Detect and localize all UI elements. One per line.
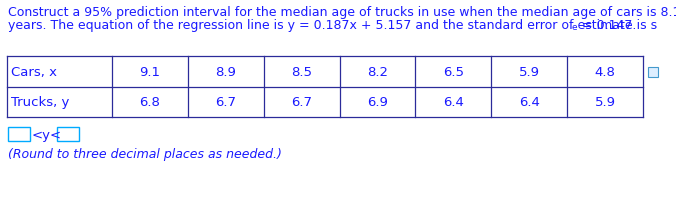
Text: 8.9: 8.9 <box>216 65 236 78</box>
Text: 9.1: 9.1 <box>139 65 160 78</box>
Text: Cars, x: Cars, x <box>11 65 57 78</box>
Text: 6.8: 6.8 <box>139 96 160 109</box>
Text: 6.9: 6.9 <box>367 96 388 109</box>
FancyBboxPatch shape <box>648 68 658 78</box>
Text: 8.5: 8.5 <box>291 65 312 78</box>
Text: Trucks, y: Trucks, y <box>11 96 70 109</box>
Text: 4.8: 4.8 <box>595 65 616 78</box>
Text: 8.2: 8.2 <box>367 65 388 78</box>
Text: 6.4: 6.4 <box>518 96 539 109</box>
FancyBboxPatch shape <box>8 127 30 141</box>
Text: years. The equation of the regression line is y = 0.187x + 5.157 and the standar: years. The equation of the regression li… <box>8 19 657 32</box>
Text: 5.9: 5.9 <box>595 96 616 109</box>
FancyBboxPatch shape <box>57 127 79 141</box>
Text: e: e <box>571 23 577 32</box>
Text: 6.5: 6.5 <box>443 65 464 78</box>
Text: 6.7: 6.7 <box>215 96 237 109</box>
Text: = 0.147.: = 0.147. <box>578 19 636 32</box>
Text: (Round to three decimal places as needed.): (Round to three decimal places as needed… <box>8 147 282 160</box>
Text: 6.7: 6.7 <box>291 96 312 109</box>
Text: <y<: <y< <box>32 128 62 141</box>
Text: 5.9: 5.9 <box>518 65 539 78</box>
Text: Construct a 95% prediction interval for the median age of trucks in use when the: Construct a 95% prediction interval for … <box>8 6 676 19</box>
Text: 6.4: 6.4 <box>443 96 464 109</box>
